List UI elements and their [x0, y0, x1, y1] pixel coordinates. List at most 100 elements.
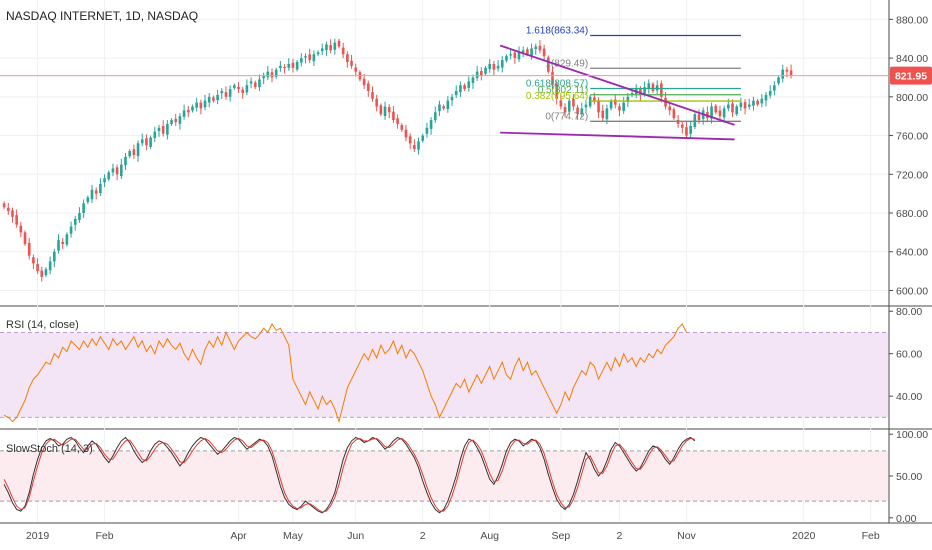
y-tick-label: 720.00	[896, 169, 928, 181]
fib-level-label: 1(829.49)	[545, 58, 588, 69]
candle-body	[270, 72, 274, 78]
candle-body	[685, 127, 688, 136]
candle-body	[140, 139, 144, 144]
candle-body	[182, 110, 186, 117]
candle-body	[639, 89, 642, 95]
x-tick-label: Sep	[552, 530, 571, 542]
candle-body	[463, 85, 466, 90]
candle-body	[429, 120, 433, 129]
y-tick-label: 600.00	[896, 285, 928, 297]
candle-body	[325, 44, 328, 51]
candle-body	[567, 100, 571, 112]
price-pane[interactable]: 1.618(863.34) 1(829.49) 0.618(808.57)0.5(8…	[0, 25, 932, 282]
candle-body	[618, 106, 621, 111]
candle-body	[496, 65, 500, 69]
candle-body	[697, 114, 701, 121]
candle-body	[203, 100, 207, 108]
stoch-band	[0, 450, 888, 502]
stoch-pane[interactable]	[0, 436, 888, 514]
candle-body	[672, 109, 676, 119]
candle-body	[362, 78, 366, 86]
trendline	[499, 44, 735, 126]
candle-body	[53, 251, 56, 262]
candle-body	[274, 69, 278, 77]
candle-body	[768, 91, 772, 96]
candle-body	[689, 125, 692, 134]
candle-body	[216, 94, 219, 101]
candle-body	[241, 89, 245, 93]
y-tick-label: 60.00	[896, 349, 922, 361]
candle-body	[710, 106, 713, 119]
candle-body	[220, 91, 224, 94]
fib-level-label: 0.618(808.57)	[526, 79, 588, 90]
fib-level-label: 1.618(863.34)	[526, 25, 588, 36]
candle-body	[413, 145, 416, 150]
candle-body	[224, 92, 228, 97]
candle-body	[613, 99, 617, 105]
candle-body	[174, 118, 178, 122]
stoch-k-line	[3, 436, 696, 514]
candle-body	[459, 85, 462, 93]
candle-body	[136, 143, 140, 157]
candle-body	[752, 100, 755, 106]
rsi-pane[interactable]	[0, 322, 888, 424]
candle-body	[73, 218, 77, 225]
rsi-title: RSI (14, close)	[6, 319, 79, 331]
last-price-badge	[890, 66, 932, 85]
grid-layer	[0, 0, 932, 524]
candle-body	[396, 118, 399, 124]
candle-body	[408, 136, 412, 144]
candle-body	[300, 58, 303, 63]
candle-body	[526, 49, 529, 55]
trendline	[500, 131, 735, 141]
y-tick-label: 800.00	[896, 92, 928, 104]
candle-body	[735, 106, 739, 115]
x-tick-label: Jun	[347, 530, 364, 542]
x-tick-label: 2	[617, 530, 623, 542]
candle-body	[609, 100, 613, 109]
candle-body	[128, 151, 131, 157]
candle-body	[760, 98, 764, 104]
axis-layer: 2019 Feb Apr May Jun 2 Aug Sep 2 Nov 2020 Feb 600.00…	[26, 14, 928, 542]
candle-body	[727, 104, 730, 109]
candle-body	[421, 135, 425, 141]
candle-body	[722, 108, 726, 118]
candle-body	[480, 71, 483, 76]
candle-body	[680, 124, 684, 128]
candle-body	[262, 75, 265, 79]
candle-body	[500, 60, 504, 68]
candle-body	[287, 63, 291, 68]
x-tick-label: Feb	[96, 530, 114, 542]
last-price-label: 821.95	[895, 71, 927, 83]
candle-body	[253, 82, 257, 88]
candle-body	[747, 104, 751, 107]
candle-body	[11, 210, 14, 217]
candle-body	[27, 242, 31, 256]
candle-body	[492, 63, 496, 70]
candle-body	[551, 71, 554, 86]
candle-body	[433, 112, 437, 121]
rsi-band	[0, 332, 888, 418]
candle-body	[333, 42, 337, 50]
candle-body	[99, 183, 102, 194]
candle-body	[764, 94, 768, 101]
candle-body	[337, 40, 341, 47]
candle-body	[601, 110, 605, 119]
candle-body	[304, 56, 307, 58]
y-tick-label: 640.00	[896, 247, 928, 259]
candle-body	[546, 57, 550, 72]
y-tick-label: 0.00	[896, 513, 917, 525]
candle-body	[350, 60, 353, 66]
candle-body	[78, 213, 81, 220]
candle-body	[44, 269, 48, 276]
candle-body	[593, 97, 596, 101]
candle-body	[450, 96, 454, 101]
candle-body	[781, 69, 785, 79]
candle-body	[199, 102, 203, 109]
chart-title: NASDAQ INTERNET, 1D, NASDAQ	[6, 9, 198, 23]
candle-body	[212, 97, 215, 101]
candle-body	[454, 91, 458, 96]
candle-body	[731, 103, 734, 113]
